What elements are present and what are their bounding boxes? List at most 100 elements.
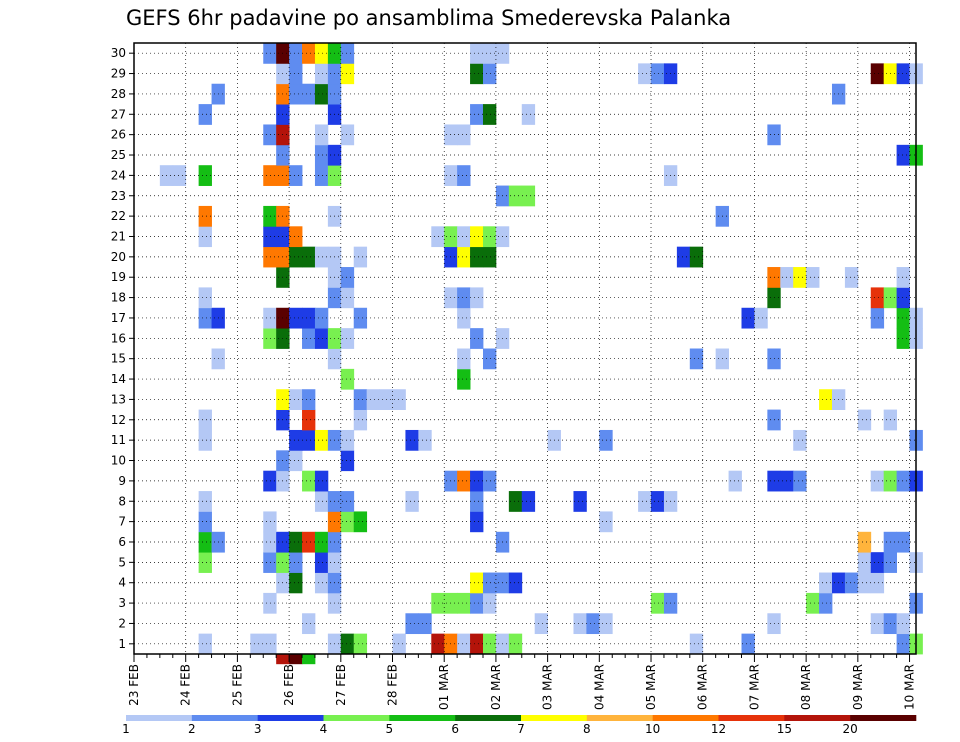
colorbar-label: 4 [320,722,328,736]
y-tick-label: 28 [111,87,126,101]
heatmap-cell [340,450,355,472]
x-tick-label: 04 MAR [592,664,606,710]
heatmap-cell [314,246,329,268]
colorbar: 1 2 3 4 5 6 7 8 10 12 15 20 [122,715,917,736]
heatmap-cell [651,592,665,614]
heatmap-cell [302,613,316,635]
heatmap-cell [534,613,549,635]
y-tick-label: 27 [111,107,126,121]
axis-layer: 1234567891011121314151617181920212223242… [111,46,917,710]
heatmap-cell [289,83,303,105]
heatmap-cell [470,246,484,268]
heatmap-cell [482,104,497,125]
chart-title: GEFS 6hr padavine po ansamblima Smederev… [126,6,732,30]
heatmap-cell [198,429,212,451]
colorbar-segment [521,715,588,721]
colorbar-segment [389,715,456,721]
heatmap-cell [470,104,484,125]
heatmap-cell [289,246,303,268]
heatmap-cell [431,226,445,248]
grid-layer [133,43,916,654]
y-tick-label: 19 [111,270,126,284]
heatmap-cell [689,246,704,268]
heatmap-cell [689,633,704,655]
heatmap-cell [289,429,303,451]
colorbar-label: 1 [122,722,130,736]
heatmap-cell [793,267,807,288]
y-tick-label: 10 [111,454,126,468]
heatmap-cell [870,287,885,309]
heatmap-cell [741,633,755,655]
heatmap-cell [289,389,303,410]
cells-layer [159,43,923,665]
heatmap-cell [896,613,910,635]
x-tick-label: 06 MAR [696,664,710,710]
heatmap-cell [314,531,329,553]
heatmap-cell [676,246,691,268]
heatmap-cell [806,267,820,288]
heatmap-cell [263,328,277,349]
colorbar-segment [455,715,522,721]
heatmap-cell [276,654,290,665]
y-tick-label: 18 [111,291,126,305]
heatmap-cell [896,470,910,492]
heatmap-cell [470,633,484,655]
heatmap-cell [857,531,872,553]
heatmap-cell [314,470,329,492]
heatmap-cell [198,552,212,573]
y-tick-label: 25 [111,148,126,162]
heatmap-cell [340,287,355,309]
heatmap-cell [289,572,303,594]
colorbar-label: 5 [386,722,394,736]
heatmap-cell [198,491,212,512]
heatmap-cell [314,63,329,85]
heatmap-cell [896,63,910,85]
y-tick-label: 23 [111,189,126,203]
colorbar-label: 2 [188,722,196,736]
y-tick-label: 1 [118,637,126,651]
heatmap-cell [289,552,303,573]
heatmap-cell [263,633,277,655]
heatmap-cell [340,124,355,146]
heatmap-cell [482,246,497,268]
colorbar-label: 3 [254,722,262,736]
heatmap-cell [289,450,303,472]
x-tick-label: 01 MAR [437,664,451,710]
heatmap-cell [172,165,187,186]
heatmap-cell [302,83,316,105]
heatmap-cell [289,165,303,186]
heatmap-cell [392,389,406,410]
heatmap-cell [263,511,277,533]
heatmap-cell [198,409,212,431]
colorbar-segment [784,715,851,721]
heatmap-cell [793,470,807,492]
heatmap-cell [418,429,432,451]
heatmap-cell [508,633,523,655]
heatmap-cell [314,429,329,451]
heatmap-cell [457,124,471,146]
heatmap-cell [302,470,316,492]
heatmap-cell [599,613,613,635]
colorbar-label: 10 [645,722,660,736]
x-tick-label: 08 MAR [799,664,813,710]
heatmap-cell [819,592,833,614]
heatmap-cell [340,328,355,349]
heatmap-cell [340,267,355,288]
heatmap-cell [263,592,277,614]
colorbar-label: 20 [843,722,858,736]
colorbar-segment [257,715,324,721]
heatmap-cell [353,307,368,329]
x-tick-label: 25 FEB [230,664,244,706]
heatmap-cell [263,43,277,64]
heatmap-cell [289,531,303,553]
heatmap-cell [392,633,406,655]
heatmap-cell [470,491,484,512]
heatmap-cell [741,307,755,329]
x-tick-label: 24 FEB [179,664,193,706]
heatmap-cell [819,389,833,410]
heatmap-cell [289,43,303,64]
heatmap-cell [482,572,497,594]
heatmap-cell [844,572,859,594]
heatmap-cell [314,83,329,105]
heatmap-cell [457,246,471,268]
